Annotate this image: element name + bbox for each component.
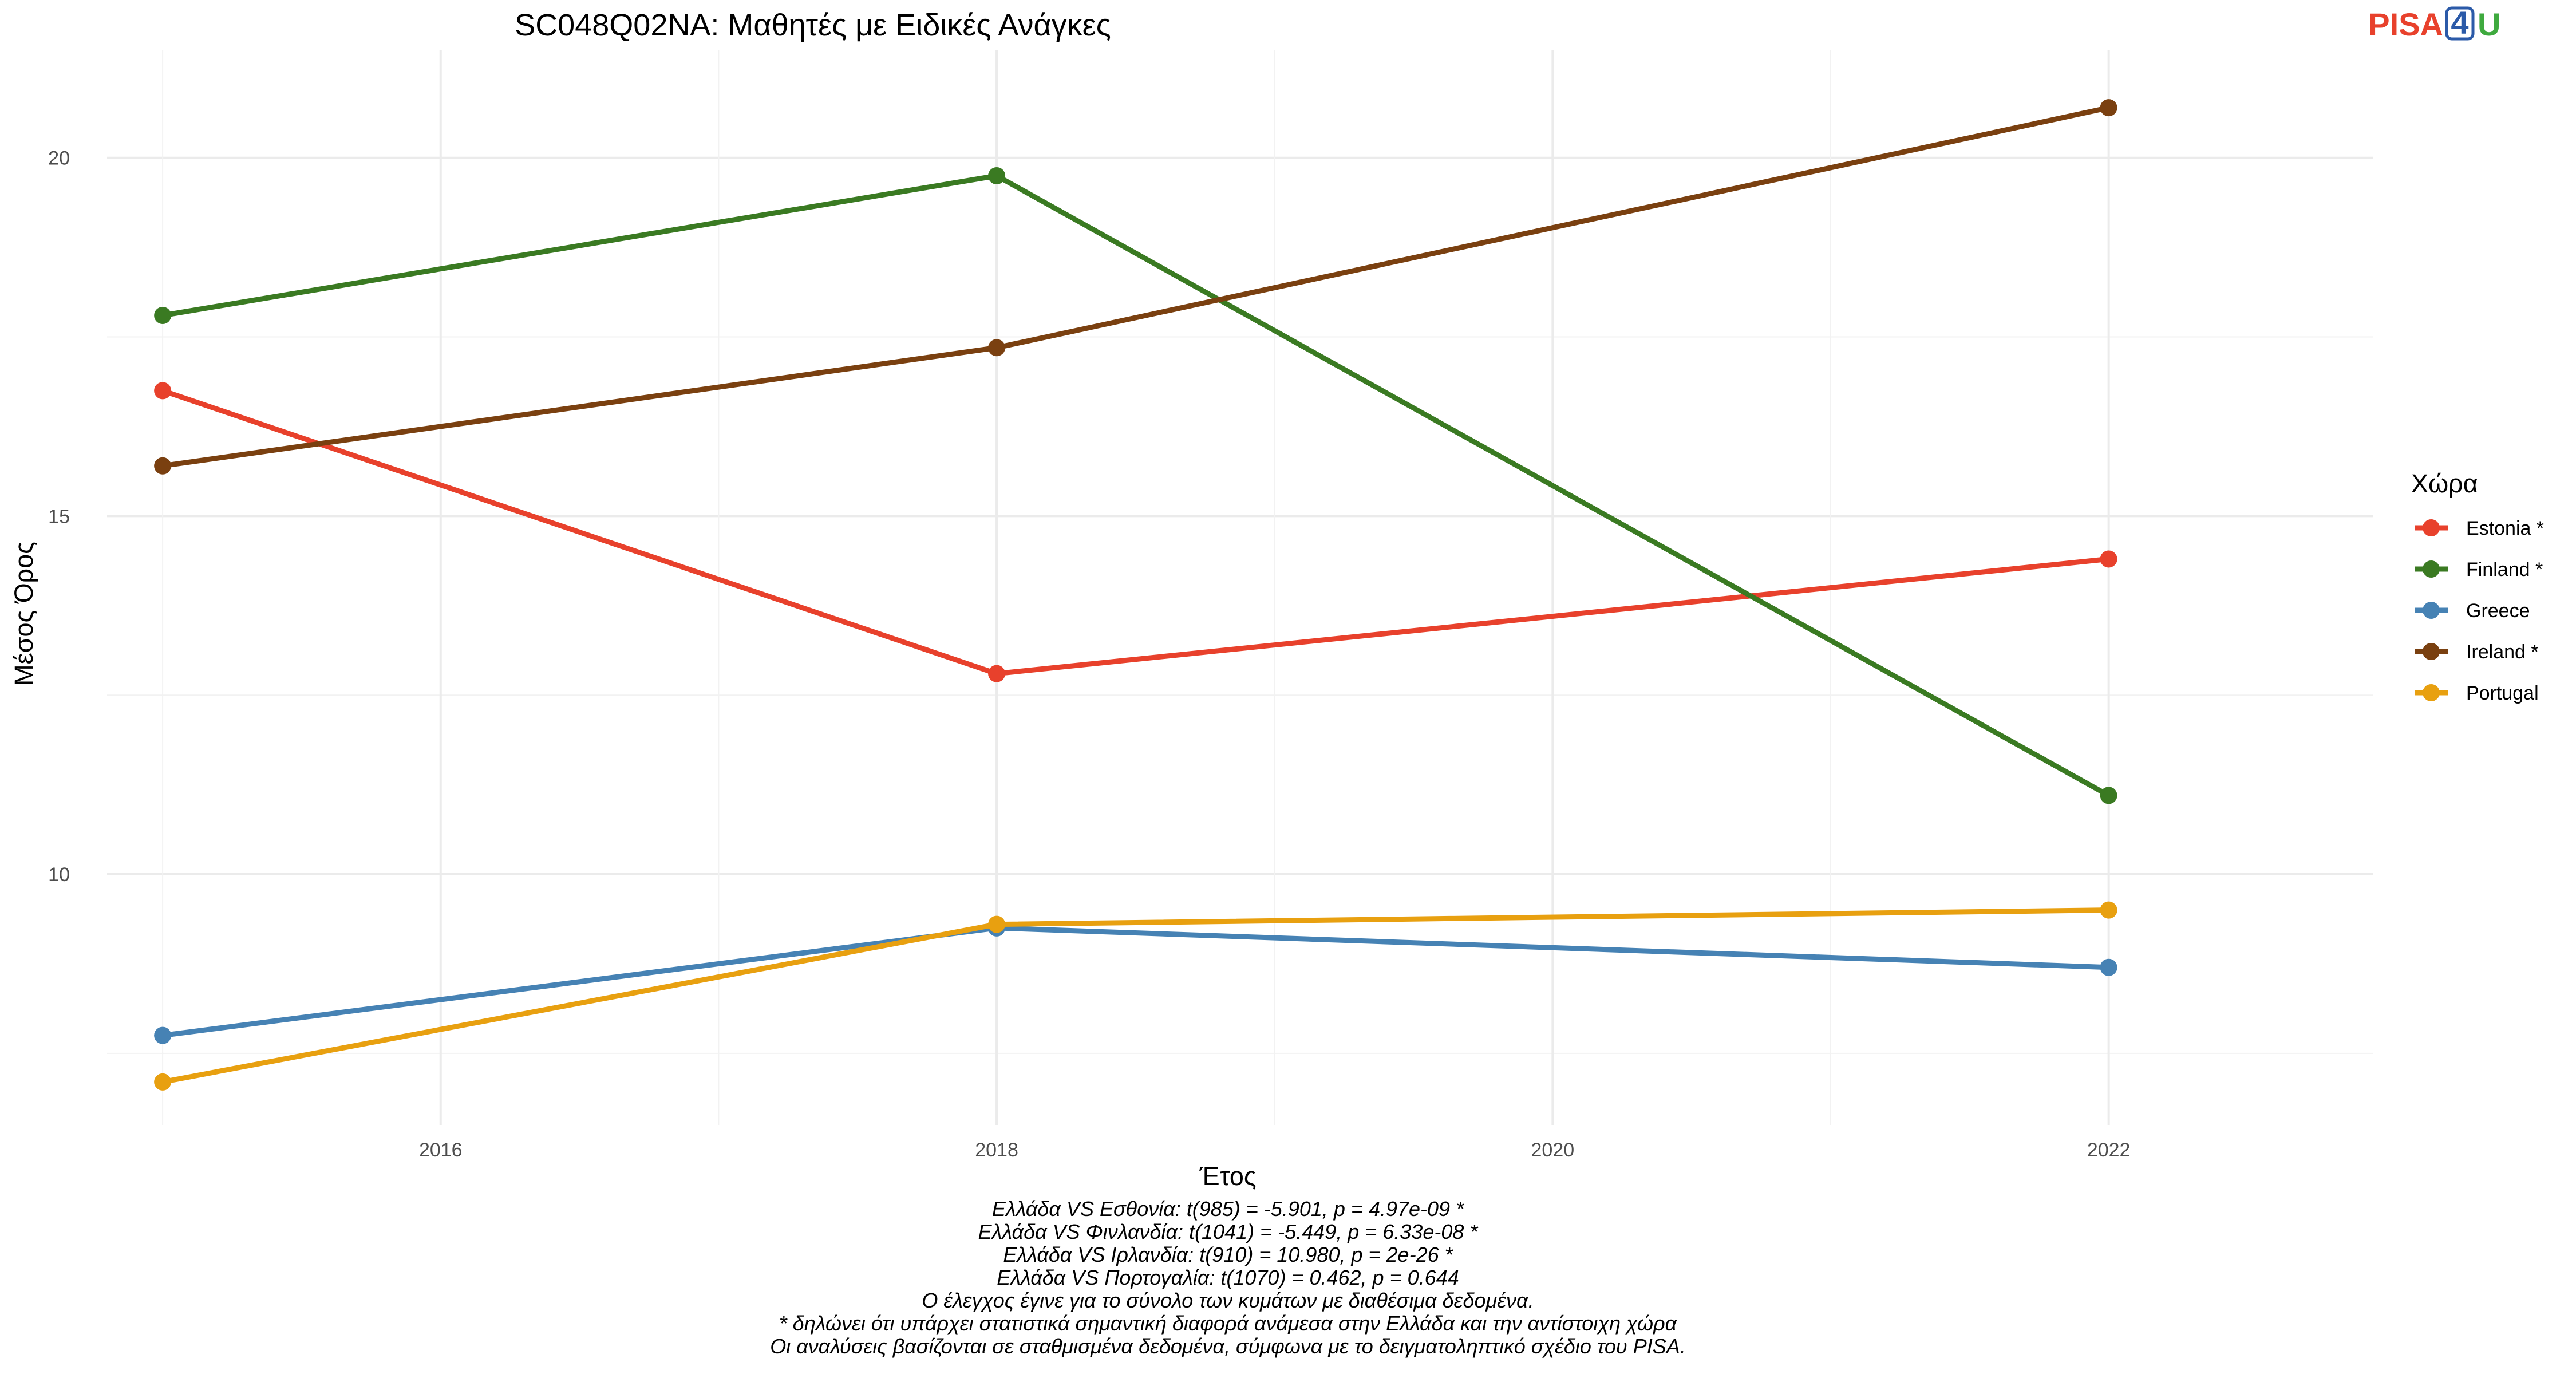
data-point-finland xyxy=(2100,787,2117,804)
caption-line: Ελλάδα VS Φινλανδία: t(1041) = -5.449, p… xyxy=(978,1220,1479,1243)
series-line-greece xyxy=(160,925,2112,1039)
legend-item-portugal: Portugal xyxy=(2415,682,2539,704)
x-tick-label: 2018 xyxy=(975,1139,1018,1161)
y-axis-title: Μέσος Όρος xyxy=(9,542,38,686)
y-tick-label: 15 xyxy=(48,506,70,527)
series-estonia xyxy=(154,382,2117,682)
x-tick-label: 2020 xyxy=(1531,1139,1575,1161)
data-point-estonia xyxy=(2100,550,2117,568)
legend: Χώρα Estonia * Finland * Greece Ireland * Po… xyxy=(2411,469,2544,704)
legend-item-estonia: Estonia * xyxy=(2415,518,2544,539)
caption: Ελλάδα VS Εσθονία: t(985) = -5.901, p = … xyxy=(770,1197,1686,1358)
caption-line: * δηλώνει ότι υπάρχει στατιστικά σημαντι… xyxy=(779,1312,1678,1335)
data-point-finland xyxy=(154,306,172,324)
data-point-portugal xyxy=(988,915,1006,933)
data-point-finland xyxy=(988,167,1006,184)
data-point-ireland xyxy=(2100,99,2117,117)
legend-label: Finland * xyxy=(2466,559,2543,581)
caption-line: Ελλάδα VS Πορτογαλία: t(1070) = 0.462, p… xyxy=(997,1266,1459,1289)
legend-label: Estonia * xyxy=(2466,518,2544,539)
data-point-greece xyxy=(154,1026,172,1044)
logo: PISA 4 U xyxy=(2368,5,2500,42)
data-point-ireland xyxy=(154,457,172,475)
legend-item-finland: Finland * xyxy=(2415,559,2543,581)
series-portugal xyxy=(154,901,2117,1091)
caption-line: Ελλάδα VS Εσθονία: t(985) = -5.901, p = … xyxy=(992,1197,1464,1221)
legend-key-point xyxy=(2423,643,2440,660)
legend-label: Ireland * xyxy=(2466,641,2539,663)
series-greece xyxy=(154,919,2117,1044)
series-finland xyxy=(154,167,2117,804)
x-tick-label: 2016 xyxy=(419,1139,463,1161)
series-ireland xyxy=(154,99,2117,475)
data-point-estonia xyxy=(154,382,172,400)
axis-ticks: 10 15 20 2016 2018 2020 2022 xyxy=(48,148,2130,1161)
data-point-greece xyxy=(2100,958,2117,976)
data-point-estonia xyxy=(988,665,1006,682)
y-tick-label: 20 xyxy=(48,148,70,169)
logo-text-pisa: PISA xyxy=(2368,6,2443,42)
series-lines xyxy=(154,99,2117,1091)
series-line-finland xyxy=(160,173,2112,798)
logo-box xyxy=(2445,6,2475,41)
chart-title: SC048Q02NA: Μαθητές με Ειδικές Ανάγκες xyxy=(515,8,1111,42)
legend-title: Χώρα xyxy=(2411,469,2478,498)
data-point-portugal xyxy=(2100,901,2117,919)
logo-text-u: U xyxy=(2478,6,2500,42)
legend-item-greece: Greece xyxy=(2415,600,2530,622)
legend-item-ireland: Ireland * xyxy=(2415,641,2539,663)
caption-line: Ο έλεγχος έγινε για το σύνολο των κυμάτω… xyxy=(922,1289,1534,1312)
caption-line: Ελλάδα VS Ιρλανδία: t(910) = 10.980, p =… xyxy=(1003,1243,1453,1266)
legend-label: Portugal xyxy=(2466,682,2539,704)
logo-text-4: 4 xyxy=(2451,5,2468,41)
x-tick-label: 2022 xyxy=(2087,1139,2131,1161)
data-point-ireland xyxy=(988,339,1006,357)
x-axis-title: Έτος xyxy=(1199,1162,1256,1191)
series-line-ireland xyxy=(160,105,2112,469)
legend-key-point xyxy=(2423,602,2440,619)
data-point-portugal xyxy=(154,1073,172,1091)
y-tick-label: 10 xyxy=(48,864,70,886)
legend-label: Greece xyxy=(2466,600,2530,622)
legend-key-point xyxy=(2423,684,2440,701)
caption-line: Οι αναλύσεις βασίζονται σε σταθμισμένα δ… xyxy=(770,1334,1686,1358)
legend-key-point xyxy=(2423,519,2440,536)
legend-key-point xyxy=(2423,560,2440,578)
